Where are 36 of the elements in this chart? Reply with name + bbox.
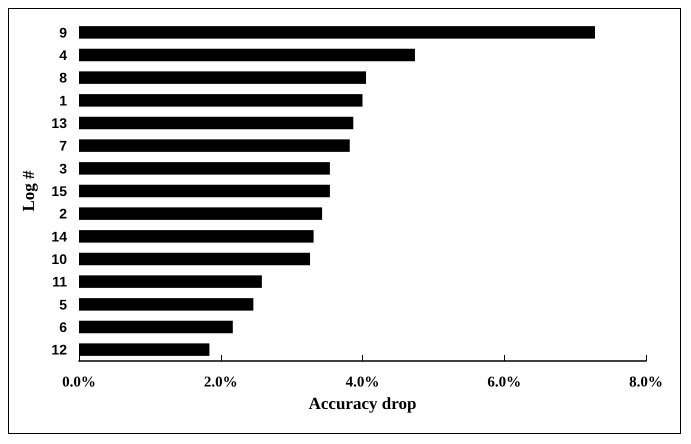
y-tick-label: 8 [59, 70, 68, 86]
bar [79, 275, 262, 288]
bar [79, 116, 354, 130]
y-tick-label: 14 [51, 228, 68, 244]
bar [79, 320, 233, 334]
x-tick-label: 2.0% [204, 374, 238, 390]
y-tick-label: 1 [59, 92, 68, 108]
bar [79, 48, 415, 62]
y-tick-label: 6 [59, 319, 68, 335]
bar [79, 298, 254, 311]
bar [79, 162, 330, 175]
bar [79, 71, 366, 84]
x-tick-label: 6.0% [487, 374, 522, 390]
x-tick-label: 8.0% [629, 374, 663, 390]
y-tick-label: 11 [52, 274, 68, 290]
bar [79, 207, 322, 220]
y-tick-label: 15 [51, 183, 68, 199]
bar [79, 184, 330, 198]
y-tick-label: 10 [51, 251, 68, 267]
y-tick-label: 9 [59, 24, 68, 40]
y-tick-label: 4 [59, 47, 68, 63]
y-tick-label: 7 [59, 138, 68, 154]
bar [79, 139, 350, 152]
x-tick-label: 0.0% [62, 374, 96, 390]
y-tick-label: 13 [51, 115, 68, 131]
x-axis-title: Accuracy drop [308, 394, 416, 413]
y-axis-title: Log # [19, 170, 38, 212]
bar [79, 230, 314, 243]
y-tick-label: 5 [59, 296, 68, 312]
y-tick-label: 3 [59, 160, 68, 176]
bar [79, 252, 310, 266]
bar [79, 94, 362, 107]
y-tick-label: 2 [59, 206, 68, 222]
y-tick-label: 12 [51, 342, 68, 358]
x-tick-label: 4.0% [346, 374, 380, 390]
bar [79, 26, 595, 39]
